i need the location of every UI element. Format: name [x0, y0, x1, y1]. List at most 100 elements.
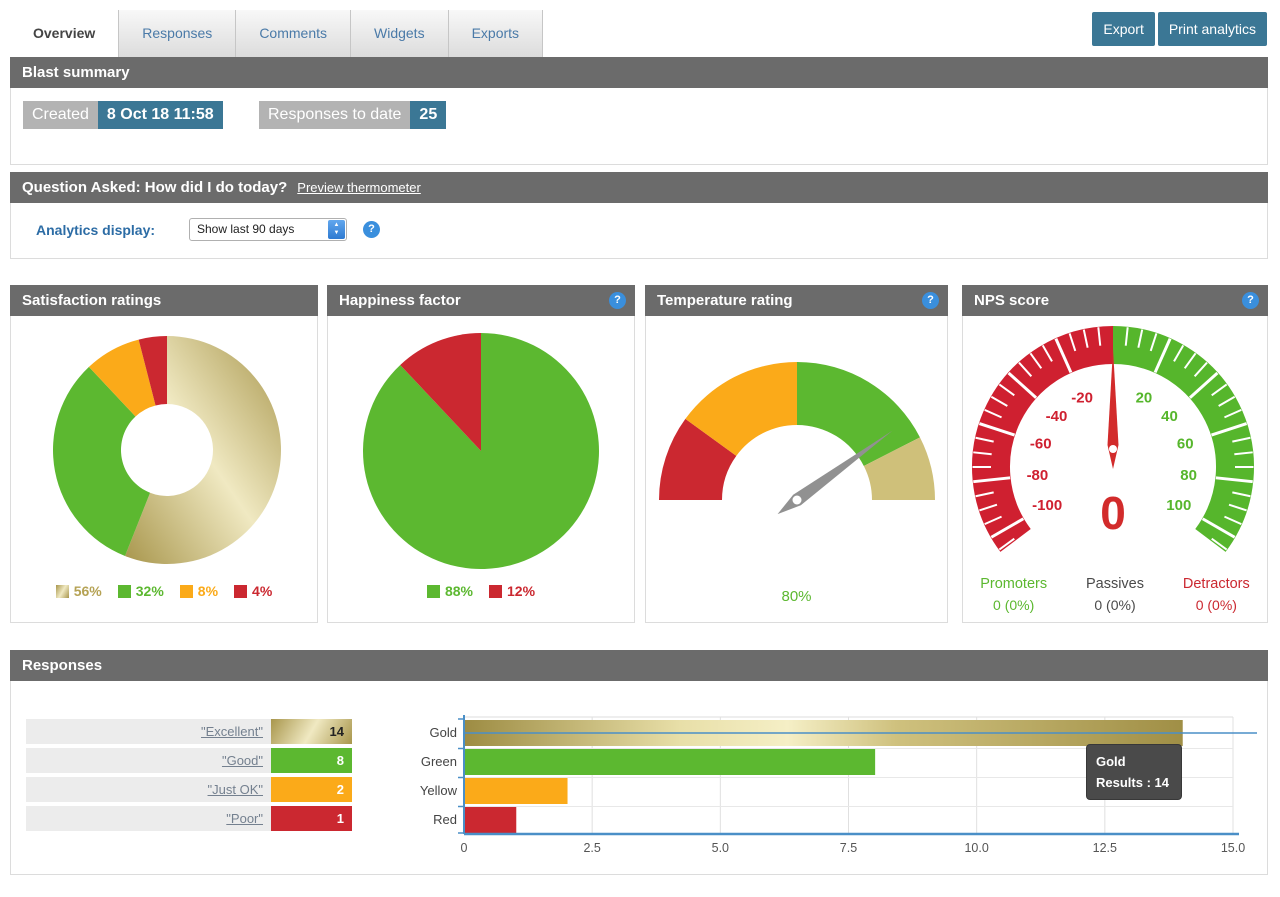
analytics-display-panel: Analytics display: Show last 90 days ? — [10, 203, 1268, 259]
satisfaction-legend: 56% 32% 8% 4% — [11, 583, 317, 599]
x-tick-label: 10.0 — [964, 841, 988, 855]
minor-tick — [975, 491, 994, 498]
satisfaction-ratings-panel: 56% 32% 8% 4% — [10, 316, 318, 623]
bar-yellow[interactable] — [465, 778, 568, 804]
minor-tick — [979, 503, 998, 512]
tab-widgets[interactable]: Widgets — [351, 10, 449, 57]
nps-tick-label: 60 — [1177, 436, 1194, 453]
donut-slice-red[interactable] — [138, 336, 167, 406]
temperature-value: 80% — [781, 588, 812, 605]
tab-exports[interactable]: Exports — [448, 10, 544, 57]
tooltip-title: Gold — [1096, 754, 1126, 769]
minor-tick — [1068, 333, 1077, 352]
legend-item-yellow: 8% — [179, 583, 218, 599]
tab-overview[interactable]: Overview — [10, 10, 120, 57]
tab-responses[interactable]: Responses — [119, 10, 237, 57]
happiness-factor-title: Happiness factor — [339, 292, 461, 309]
nps-tick-label: -40 — [1046, 408, 1068, 425]
nps-needle — [1107, 349, 1119, 469]
help-icon[interactable]: ? — [1242, 292, 1259, 309]
minor-tick — [1211, 383, 1228, 397]
nps-band-positive — [1112, 326, 1254, 552]
gauge-segment-5cb830 — [797, 362, 920, 466]
tooltip-value: Results : 14 — [1096, 775, 1169, 790]
minor-tick — [1211, 537, 1228, 551]
selected-option-label: Show last 90 days — [197, 222, 295, 236]
needle-pivot-hole — [792, 495, 802, 505]
created-label: Created — [23, 101, 98, 129]
happiness-factor-panel: 88% 12% — [327, 316, 635, 623]
bar-red[interactable] — [465, 807, 517, 833]
minor-tick — [1082, 329, 1089, 348]
x-tick-label: 15.0 — [1221, 841, 1245, 855]
top-actions: Export Print analytics — [1092, 12, 1267, 46]
tab-comments[interactable]: Comments — [236, 10, 351, 57]
created-value: 8 Oct 18 11:58 — [97, 101, 223, 129]
response-count-just-ok: 2 — [271, 777, 352, 802]
select-stepper-icon[interactable] — [328, 220, 345, 239]
bar-category-label: Green — [421, 754, 457, 769]
legend-item-red: 4% — [234, 583, 272, 599]
temperature-rating-header: ? Temperature rating — [645, 285, 948, 316]
major-tick — [973, 476, 1011, 484]
donut-slice-green[interactable] — [52, 366, 151, 556]
bar-green[interactable] — [465, 749, 876, 775]
donut-slice-gold[interactable] — [125, 336, 282, 564]
responses-panel: "Excellent" 14 "Good" 8 "Just OK" 2 "Poor" 1 0 2… — [10, 681, 1268, 875]
nps-tick-label: 80 — [1180, 467, 1197, 484]
tab-bar: Overview Responses Comments Widgets Exports — [10, 10, 544, 57]
pie-slice-red[interactable] — [400, 333, 481, 451]
blast-summary-body: Created 8 Oct 18 11:58 Responses to date 2… — [10, 88, 1268, 165]
minor-tick — [1018, 361, 1033, 378]
minor-tick — [984, 408, 1002, 419]
response-link-just-ok[interactable]: "Just OK" — [207, 782, 263, 797]
legend-item-green: 32% — [117, 583, 164, 599]
response-link-excellent[interactable]: "Excellent" — [201, 724, 263, 739]
minor-tick — [998, 383, 1015, 397]
nps-tick-label: 100 — [1166, 497, 1191, 514]
response-count-poor: 1 — [271, 806, 352, 831]
print-analytics-button[interactable]: Print analytics — [1157, 12, 1267, 46]
minor-tick — [1137, 329, 1144, 348]
minor-tick — [1224, 408, 1242, 419]
gauge-segment-cfc07a — [863, 437, 935, 500]
major-tick — [1215, 476, 1253, 484]
minor-tick — [1124, 327, 1129, 346]
responses-header: Responses — [10, 650, 1268, 681]
help-icon[interactable]: ? — [363, 221, 380, 238]
preview-thermometer-link[interactable]: Preview thermometer — [297, 180, 421, 195]
happiness-factor-header: ? Happiness factor — [327, 285, 635, 316]
minor-tick — [1149, 333, 1158, 352]
response-link-poor[interactable]: "Poor" — [226, 811, 263, 826]
responses-to-date-badge: Responses to date 25 — [259, 101, 447, 129]
bar-category-label: Red — [433, 812, 457, 827]
donut-slice-yellow[interactable] — [88, 339, 156, 417]
legend-swatch-green — [426, 584, 440, 598]
question-title: Question Asked: How did I do today? — [22, 179, 288, 196]
export-button[interactable]: Export — [1092, 12, 1155, 46]
table-row-excellent: "Excellent" 14 — [26, 719, 352, 744]
help-icon[interactable]: ? — [609, 292, 626, 309]
gauge-needle — [777, 430, 893, 515]
minor-tick — [1041, 344, 1053, 362]
response-link-good[interactable]: "Good" — [221, 753, 263, 768]
minor-tick — [1097, 327, 1102, 346]
needle-pivot-hole — [1109, 445, 1117, 453]
satisfaction-ratings-header: Satisfaction ratings — [10, 285, 318, 316]
major-tick — [1007, 371, 1038, 399]
x-tick-label: 0 — [461, 841, 468, 855]
gauge-segment-fbaa19 — [685, 362, 797, 456]
analytics-display-label: Analytics display: — [36, 222, 156, 238]
legend-item-green: 88% — [426, 583, 473, 599]
nps-value: 0 — [1100, 487, 1126, 539]
bar-category-label: Yellow — [420, 783, 458, 798]
nps-stats-row: Promoters 0 (0%) Passives 0 (0%) Detractors 0… — [963, 576, 1267, 613]
minor-tick — [1183, 352, 1197, 369]
analytics-display-select[interactable]: Show last 90 days — [189, 218, 347, 241]
nps-stat-passives: Passives 0 (0%) — [1085, 576, 1144, 613]
response-count-excellent: 14 — [271, 719, 352, 744]
minor-tick — [1029, 352, 1043, 369]
help-icon[interactable]: ? — [922, 292, 939, 309]
major-tick — [1201, 517, 1236, 539]
nps-band-negative — [972, 326, 1114, 552]
